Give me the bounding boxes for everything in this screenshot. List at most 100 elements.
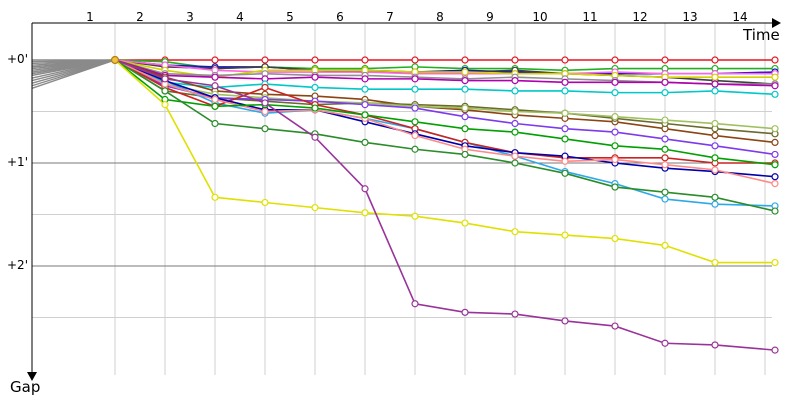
y-axis-title: Gap xyxy=(10,378,40,396)
data-point xyxy=(511,119,519,128)
data-point xyxy=(311,133,319,141)
data-point xyxy=(461,68,469,76)
data-point xyxy=(411,118,419,126)
data-point xyxy=(661,78,669,86)
data-point xyxy=(361,185,369,193)
data-point xyxy=(611,128,619,136)
data-point xyxy=(661,154,669,162)
data-point xyxy=(461,125,469,133)
data-point xyxy=(611,322,619,330)
data-point xyxy=(611,56,619,64)
x-tick-label: 2 xyxy=(136,10,144,24)
x-tick-label: 14 xyxy=(732,10,747,24)
data-point xyxy=(261,198,269,207)
data-point xyxy=(771,73,779,81)
x-tick-label: 11 xyxy=(582,10,597,24)
data-point xyxy=(561,109,569,117)
data-point xyxy=(711,142,719,150)
data-point xyxy=(561,317,569,325)
data-point xyxy=(411,75,419,83)
series-line xyxy=(114,59,776,87)
x-tick-label: 5 xyxy=(286,10,294,24)
x-tick-label: 3 xyxy=(186,10,194,24)
data-point xyxy=(771,125,779,133)
series-line xyxy=(114,59,776,207)
data-point xyxy=(661,56,669,64)
data-point xyxy=(211,119,219,128)
data-point xyxy=(661,188,669,196)
x-axis-title: Time xyxy=(742,26,780,44)
data-point xyxy=(661,241,669,249)
data-point xyxy=(411,56,419,64)
data-point xyxy=(771,258,779,267)
data-point xyxy=(361,111,369,119)
lap1-connector xyxy=(31,59,116,89)
y-tick-label: +2' xyxy=(7,258,28,272)
data-point xyxy=(361,75,369,83)
data-point xyxy=(771,138,779,146)
data-point xyxy=(161,101,169,109)
data-point xyxy=(661,195,669,203)
data-point xyxy=(261,99,269,107)
series-line xyxy=(114,59,776,185)
data-point xyxy=(661,161,669,169)
data-point xyxy=(711,56,719,64)
tick-layer: 1 2 3 4 5 6 7 8 9 10 11 12 13 14+0'+1'+2' xyxy=(7,10,748,272)
data-point xyxy=(611,234,619,243)
data-point xyxy=(611,183,619,191)
y-tick-label: +1' xyxy=(7,155,28,169)
x-tick-label: 13 xyxy=(682,10,697,24)
data-point xyxy=(311,73,319,81)
data-point xyxy=(511,152,519,160)
data-point xyxy=(771,56,779,64)
data-point xyxy=(161,75,169,83)
x-tick-label: 10 xyxy=(532,10,547,24)
data-point xyxy=(511,87,519,95)
series-line xyxy=(114,59,776,144)
data-point xyxy=(461,104,469,112)
data-point xyxy=(161,87,169,95)
data-point xyxy=(771,173,779,181)
data-point xyxy=(511,228,519,236)
data-point xyxy=(711,258,719,267)
series-line xyxy=(114,59,776,212)
data-point xyxy=(611,89,619,97)
data-point xyxy=(611,113,619,121)
data-point xyxy=(561,135,569,143)
data-point xyxy=(411,85,419,93)
data-point xyxy=(561,125,569,133)
data-point xyxy=(611,142,619,150)
data-point xyxy=(411,131,419,140)
data-point xyxy=(411,145,419,153)
data-point xyxy=(411,212,419,220)
data-point xyxy=(511,107,519,116)
data-point xyxy=(661,89,669,97)
data-point xyxy=(711,131,719,140)
x-tick-label: 6 xyxy=(336,10,344,24)
series-line xyxy=(114,59,776,178)
data-point xyxy=(661,339,669,347)
data-point xyxy=(211,73,219,81)
data-point xyxy=(261,107,269,116)
x-axis-arrow xyxy=(772,18,781,28)
data-point xyxy=(211,82,219,90)
data-point xyxy=(311,83,319,92)
data-point xyxy=(311,56,319,64)
data-point xyxy=(611,78,619,86)
data-point xyxy=(771,207,779,215)
data-point xyxy=(461,308,469,316)
data-point xyxy=(461,76,469,85)
data-point xyxy=(361,85,369,93)
data-point xyxy=(771,180,779,188)
data-point xyxy=(361,101,369,109)
data-point xyxy=(711,166,719,174)
data-point xyxy=(461,85,469,93)
data-point xyxy=(561,78,569,86)
data-point xyxy=(211,95,219,104)
axes-layer: Time Gap xyxy=(10,18,781,396)
data-point xyxy=(361,56,369,64)
data-point xyxy=(711,193,719,201)
x-tick-label: 7 xyxy=(386,10,394,24)
data-point xyxy=(211,56,219,64)
